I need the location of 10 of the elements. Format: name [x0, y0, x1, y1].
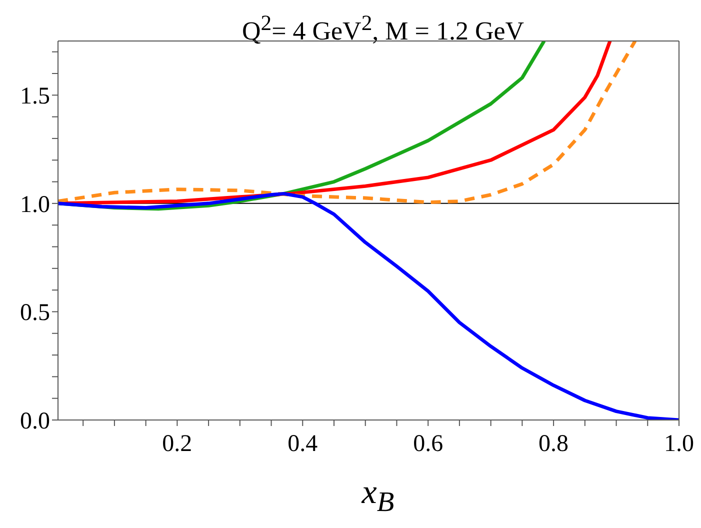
y-tick-label: 1.0 [20, 192, 50, 218]
x-axis-title: x$_{B}$ [360, 474, 396, 519]
y-tick-label: 0.5 [20, 300, 50, 326]
x-tick-label: 0.8 [538, 431, 569, 458]
x-tick-label: 1.0 [664, 431, 694, 458]
x-tick-label: 0.2 [162, 431, 192, 458]
y-tick-label: 0.0 [20, 408, 50, 435]
x-tick-label: 0.6 [413, 431, 444, 458]
y-tick-label: 1.5 [20, 84, 50, 110]
x-tick-label: 0.4 [288, 431, 318, 458]
